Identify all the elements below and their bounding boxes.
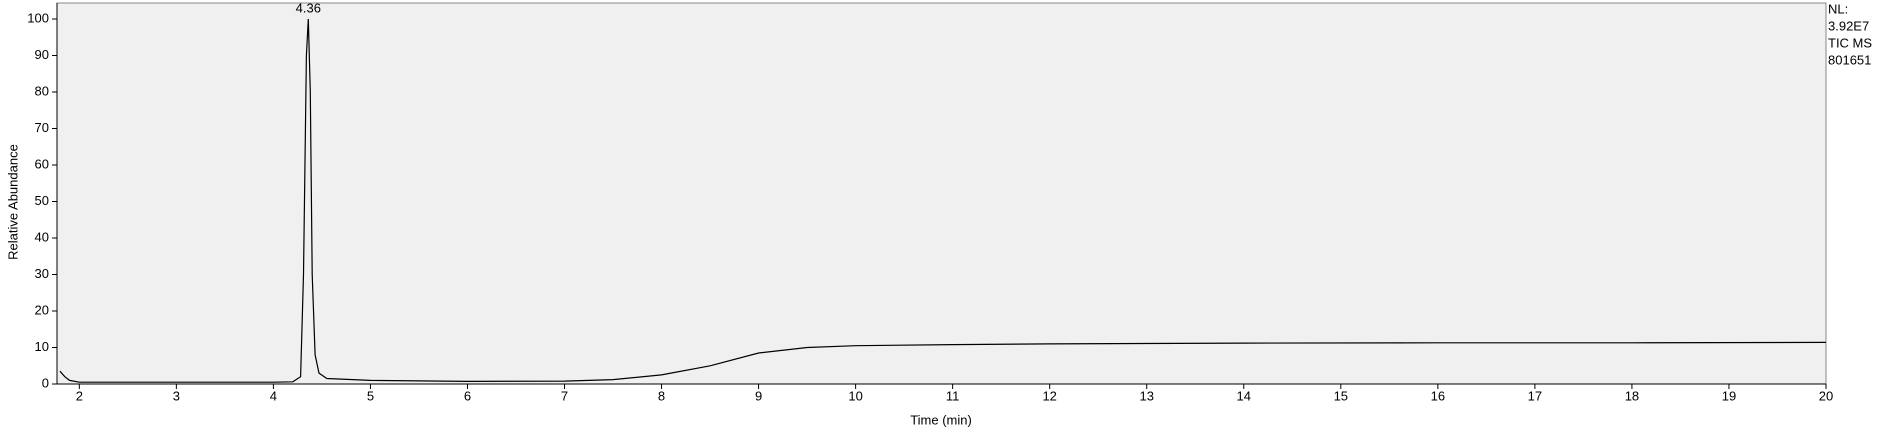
peak-label: 4.36	[296, 0, 321, 15]
info-text: TIC MS	[1828, 35, 1872, 50]
x-axis-label: Time (min)	[910, 412, 972, 427]
x-tick-label: 20	[1819, 388, 1833, 403]
y-tick-label: 30	[35, 266, 49, 281]
x-tick-label: 18	[1625, 388, 1639, 403]
x-tick-label: 13	[1140, 388, 1154, 403]
x-tick-label: 5	[367, 388, 374, 403]
y-tick-label: 40	[35, 229, 49, 244]
info-text: 3.92E7	[1828, 18, 1869, 33]
y-tick-label: 100	[27, 10, 49, 25]
x-tick-label: 17	[1528, 388, 1542, 403]
y-tick-label: 10	[35, 339, 49, 354]
x-tick-label: 16	[1431, 388, 1445, 403]
y-tick-label: 90	[35, 47, 49, 62]
x-tick-label: 12	[1042, 388, 1056, 403]
x-tick-label: 11	[946, 388, 960, 403]
x-tick-label: 19	[1722, 388, 1736, 403]
x-tick-label: 7	[561, 388, 568, 403]
info-text: 801651	[1828, 52, 1871, 67]
y-tick-label: 0	[42, 375, 49, 390]
y-tick-label: 60	[35, 156, 49, 171]
y-tick-label: 50	[35, 193, 49, 208]
y-tick-label: 70	[35, 120, 49, 135]
x-tick-label: 14	[1237, 388, 1251, 403]
x-tick-label: 15	[1334, 388, 1348, 403]
y-tick-label: 80	[35, 83, 49, 98]
y-tick-label: 20	[35, 302, 49, 317]
trace	[59, 18, 1827, 383]
x-tick-label: 8	[658, 388, 665, 403]
y-axis-label: Relative Abundance	[5, 144, 20, 260]
info-text: NL:	[1828, 1, 1848, 16]
x-tick-label: 6	[464, 388, 471, 403]
x-tick-label: 10	[848, 388, 862, 403]
plot-area	[56, 2, 1827, 385]
x-tick-label: 2	[76, 388, 83, 403]
x-tick-label: 4	[270, 388, 277, 403]
x-tick-label: 3	[173, 388, 180, 403]
x-tick-label: 9	[755, 388, 762, 403]
